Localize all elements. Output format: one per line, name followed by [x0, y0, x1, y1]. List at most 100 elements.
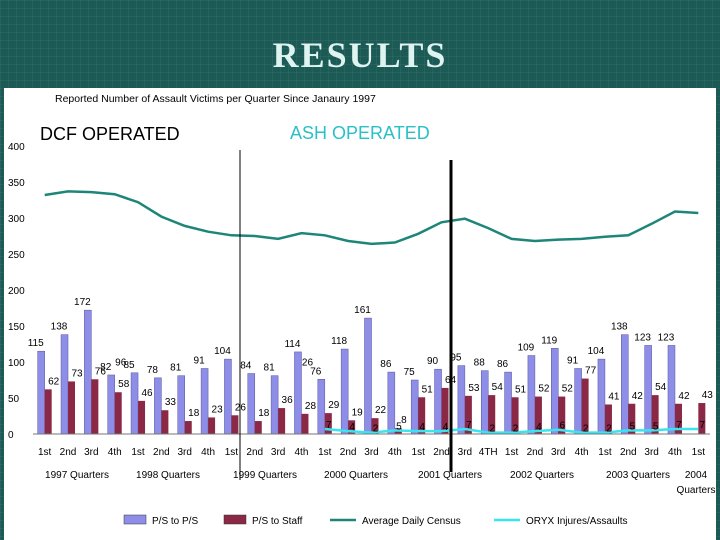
quarter-tick-label: 4th: [668, 447, 682, 458]
year-label: 2003 Quarters: [606, 470, 670, 481]
ps-to-ps-value-label: 78: [147, 365, 159, 376]
ps-to-ps-value-label: 138: [51, 322, 68, 333]
ps-to-staff-value-label: 41: [608, 391, 620, 402]
ps-to-staff-bar: [628, 403, 636, 434]
ps-to-ps-value-label: 95: [450, 353, 462, 364]
y-tick-label: 400: [8, 142, 25, 153]
oryx-value-label: 2: [373, 424, 379, 435]
ps-to-ps-value-label: 84: [240, 361, 252, 372]
quarter-tick-label: 2nd: [340, 447, 357, 458]
extra-value-label: 26: [302, 358, 314, 369]
ps-to-ps-value-label: 76: [310, 366, 322, 377]
ps-to-staff-value-label: 76: [95, 366, 107, 377]
ps-to-staff-value-label: 58: [118, 379, 130, 390]
ps-to-staff-bar: [698, 403, 706, 434]
quarter-tick-label: 2nd: [246, 447, 263, 458]
quarter-tick-label: 4th: [388, 447, 402, 458]
ps-to-staff-bar: [91, 379, 99, 434]
year-label: 1998 Quarters: [136, 470, 200, 481]
y-tick-label: 250: [8, 250, 25, 261]
ps-to-staff-value-label: 54: [492, 382, 504, 393]
ps-to-staff-value-label: 52: [562, 384, 574, 395]
oryx-value-label: 4: [419, 422, 425, 433]
ash-operated-annotation: ASH OPERATED: [290, 123, 430, 143]
ps-to-ps-value-label: 118: [331, 336, 347, 347]
year-label: 2004: [685, 470, 708, 481]
ps-to-staff-value-label: 43: [702, 390, 714, 401]
ps-to-ps-value-label: 81: [264, 363, 276, 374]
oryx-value-label: 2: [583, 424, 589, 435]
year-label: 1997 Quarters: [45, 470, 109, 481]
quarter-tick-label: 4th: [295, 447, 309, 458]
ps-to-ps-bar: [247, 373, 256, 435]
oryx-value-label: 4: [536, 422, 542, 433]
quarter-tick-label: 1st: [598, 447, 612, 458]
ps-to-staff-value-label: 36: [282, 395, 294, 406]
quarter-tick-label: 1st: [38, 447, 52, 458]
ps-to-staff-value-label: 33: [165, 397, 177, 408]
y-tick-label: 300: [8, 214, 25, 225]
ps-to-ps-value-label: 104: [214, 346, 231, 357]
ps-to-ps-bar: [270, 375, 279, 435]
quarter-tick-label: 3rd: [178, 447, 192, 458]
oryx-value-label: 4: [443, 422, 449, 433]
ps-to-staff-value-label: 73: [71, 368, 83, 379]
ps-to-staff-bar: [348, 420, 356, 434]
ps-to-staff-bar: [651, 395, 659, 434]
ps-to-staff-bar: [254, 421, 262, 434]
ps-to-ps-bar: [644, 345, 652, 435]
ps-to-staff-bar: [138, 400, 146, 434]
y-tick-label: 150: [8, 322, 25, 333]
ps-to-ps-bar: [340, 348, 349, 435]
ps-to-staff-value-label: 18: [258, 408, 270, 419]
ps-to-staff-bar: [581, 378, 589, 434]
legend-label: ORYX Injures/Assaults: [526, 516, 628, 527]
quarter-tick-label: 3rd: [271, 447, 285, 458]
ps-to-staff-value-label: 8: [401, 415, 407, 426]
ps-to-ps-bar: [551, 348, 559, 435]
year-label: 2000 Quarters: [324, 470, 388, 481]
ps-to-ps-value-label: 123: [658, 332, 675, 343]
oryx-injuries-line: [324, 427, 699, 434]
legend-label: P/S to P/S: [152, 516, 198, 527]
ps-to-ps-bar: [387, 371, 396, 435]
year-label: 1999 Quarters: [233, 470, 297, 481]
legend-label: P/S to Staff: [252, 516, 303, 527]
year-label: Quarters: [677, 485, 716, 496]
ps-to-staff-bar: [44, 389, 52, 434]
ps-to-staff-bar: [511, 397, 519, 434]
ps-to-ps-value-label: 104: [588, 346, 605, 357]
oryx-value-label: 5: [630, 421, 636, 432]
ps-to-ps-value-label: 114: [284, 339, 300, 350]
ps-to-ps-value-label: 81: [170, 363, 182, 374]
ps-to-staff-bar: [324, 413, 332, 434]
ps-to-ps-value-label: 119: [541, 335, 557, 346]
oryx-value-label: 7: [326, 420, 332, 431]
ps-to-ps-value-label: 123: [634, 332, 651, 343]
ps-to-staff-value-label: 51: [422, 384, 434, 395]
ps-to-ps-bar: [294, 351, 302, 435]
oryx-value-label: 7: [676, 420, 682, 431]
quarter-tick-label: 3rd: [364, 447, 378, 458]
ps-to-ps-value-label: 86: [497, 359, 509, 370]
quarter-tick-label: 1st: [412, 447, 426, 458]
ps-to-ps-bar: [504, 371, 512, 435]
ps-to-ps-bar: [154, 377, 162, 435]
ps-to-staff-value-label: 22: [375, 405, 387, 416]
legend-label: Average Daily Census: [362, 516, 461, 527]
ps-to-ps-bar: [107, 374, 115, 435]
ps-to-staff-bar: [371, 418, 379, 434]
quarter-tick-label: 1st: [318, 447, 332, 458]
ps-to-ps-bar: [527, 355, 536, 435]
quarter-tick-label: 1st: [131, 447, 145, 458]
legend-swatch: [223, 514, 247, 525]
ps-to-ps-bar: [60, 334, 69, 435]
quarter-tick-label: 2nd: [153, 447, 170, 458]
ps-to-ps-value-label: 161: [354, 305, 371, 316]
ps-to-staff-bar: [278, 408, 286, 434]
ps-to-staff-bar: [418, 397, 426, 434]
ps-to-ps-bar: [364, 317, 372, 435]
year-label: 2001 Quarters: [418, 470, 482, 481]
ps-to-ps-value-label: 85: [123, 360, 135, 371]
